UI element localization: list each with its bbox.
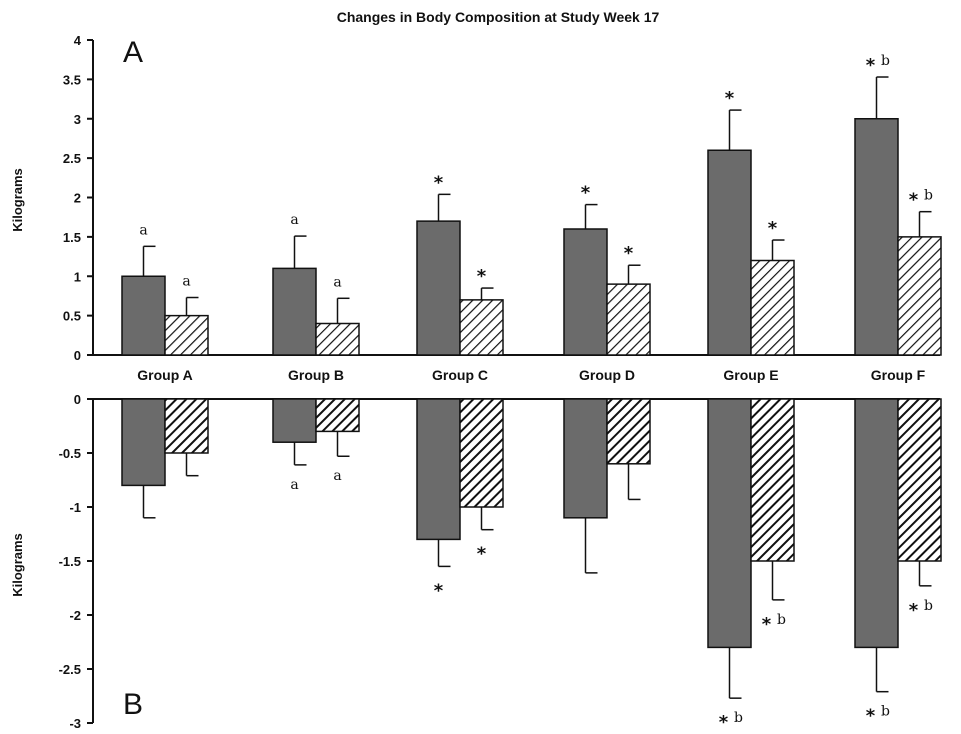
panel-a-y-tick-label: 0: [74, 348, 81, 363]
panel-a-letter: A: [123, 36, 143, 69]
bar: [164, 314, 209, 356]
bar: [416, 220, 461, 356]
panel-a-y-tick-label: 3: [74, 112, 81, 127]
bar: [854, 118, 899, 356]
category-label: Group A: [137, 367, 192, 383]
bar: [750, 259, 795, 356]
panel-b-y-tick-label: 0: [74, 392, 81, 407]
significance-letter: b: [734, 710, 743, 726]
panel-a-y-tick-label: 1.5: [63, 230, 81, 245]
bar: [750, 398, 795, 562]
panel-b-y-tick-label: -2: [69, 608, 81, 623]
panel-b-letter: B: [123, 688, 143, 721]
significance-star: *: [866, 55, 876, 76]
panel-a-y-tick-label: 3.5: [63, 72, 81, 87]
significance-star: *: [909, 190, 919, 211]
bar: [563, 398, 608, 519]
significance-star: *: [768, 218, 778, 239]
significance-letter: b: [924, 188, 933, 204]
bar: [121, 275, 166, 356]
significance-letter: b: [924, 598, 933, 614]
significance-star: *: [762, 614, 772, 635]
significance-letter: a: [333, 274, 341, 290]
significance-star: *: [477, 266, 487, 287]
panel-a-y-tick-label: 0.5: [63, 309, 81, 324]
significance-letter: a: [182, 274, 190, 290]
panel-a-plot: 0 0.5 1 1.5 2 2.5 3 3.5 4 Group A Group B Group C Gr…: [63, 33, 942, 383]
significance-star: *: [434, 580, 444, 601]
bar: [606, 398, 651, 465]
bar: [164, 398, 209, 454]
panel-b-y-tick-label: -1: [69, 500, 81, 515]
bar: [416, 398, 461, 541]
significance-letter: a: [290, 477, 298, 493]
bar: [459, 299, 504, 356]
panel-b-y-tick-label: -1.5: [59, 554, 81, 569]
bar: [315, 322, 360, 356]
bar: [897, 398, 942, 562]
bar: [897, 236, 942, 356]
panel-b-y-tick-label: -3: [69, 716, 81, 731]
bar: [121, 398, 166, 487]
panel-a-y-tick-label: 4: [74, 33, 82, 48]
significance-letter: a: [290, 212, 298, 228]
category-label: Group B: [288, 367, 344, 383]
panel-a-y-tick-label: 2.5: [63, 151, 81, 166]
panel-b-plot: 0 -0.5 -1 -1.5 -2 -2.5 -3 a * * b * b a * * b * b: [59, 392, 942, 733]
significance-star: *: [866, 706, 876, 727]
bar: [854, 398, 899, 649]
significance-star: *: [581, 183, 591, 204]
significance-letter: b: [881, 53, 890, 69]
bar: [272, 398, 317, 443]
category-label: Group D: [579, 367, 635, 383]
bar: [459, 398, 504, 508]
category-label: Group C: [432, 367, 488, 383]
significance-star: *: [434, 172, 444, 193]
category-label: Group F: [871, 367, 926, 383]
significance-star: *: [909, 600, 919, 621]
panel-b-y-tick-label: -2.5: [59, 662, 81, 677]
bar: [563, 228, 608, 356]
significance-letter: a: [139, 222, 147, 238]
significance-star: *: [477, 544, 487, 565]
bar: [707, 398, 752, 649]
bar: [707, 149, 752, 356]
panel-b-y-tick-label: -0.5: [59, 446, 81, 461]
panel-b-y-axis-label: Kilograms: [10, 533, 25, 597]
significance-star: *: [719, 712, 729, 733]
significance-letter: a: [333, 468, 341, 484]
chart-title: Changes in Body Composition at Study Wee…: [337, 9, 660, 25]
significance-letter: b: [777, 612, 786, 628]
significance-star: *: [624, 243, 634, 264]
panel-a-y-tick-label: 2: [74, 191, 81, 206]
bar: [315, 398, 360, 433]
bar: [606, 283, 651, 356]
category-label: Group E: [723, 367, 778, 383]
panel-a-y-axis-label: Kilograms: [10, 168, 25, 232]
panel-a-y-tick-label: 1: [74, 269, 81, 284]
significance-star: *: [725, 88, 735, 109]
bar: [272, 267, 317, 356]
significance-letter: b: [881, 704, 890, 720]
